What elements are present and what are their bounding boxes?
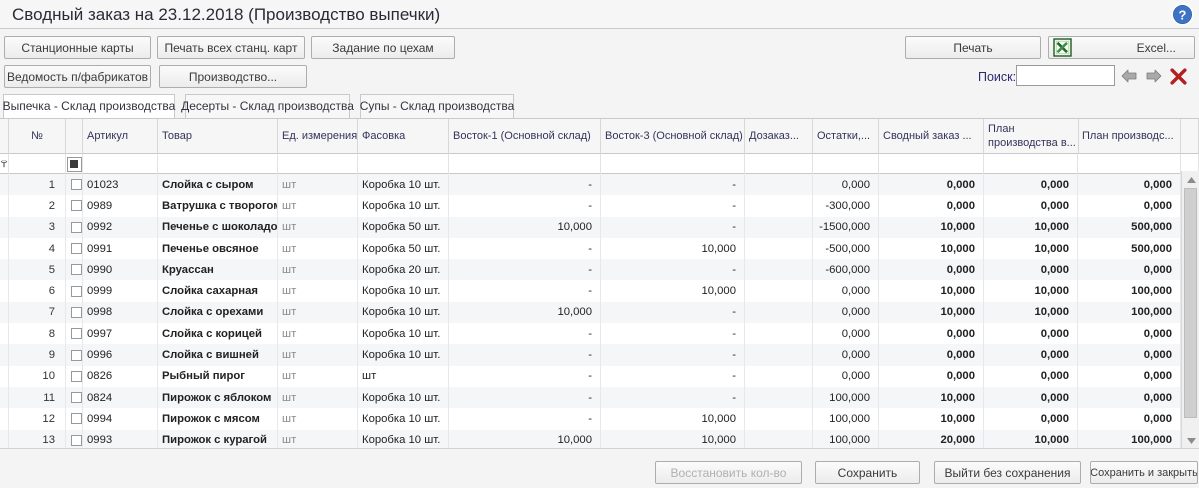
svg-text:?: ?: [1179, 7, 1187, 22]
